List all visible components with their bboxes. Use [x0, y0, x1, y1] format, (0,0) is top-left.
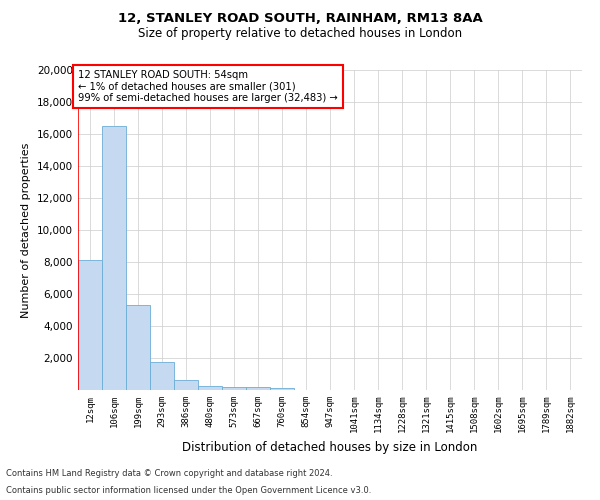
- Bar: [246, 388, 270, 390]
- Text: Contains HM Land Registry data © Crown copyright and database right 2024.: Contains HM Land Registry data © Crown c…: [6, 468, 332, 477]
- Bar: [198, 386, 222, 390]
- Bar: [270, 388, 294, 390]
- Bar: [174, 380, 198, 390]
- Text: 12 STANLEY ROAD SOUTH: 54sqm
← 1% of detached houses are smaller (301)
99% of se: 12 STANLEY ROAD SOUTH: 54sqm ← 1% of det…: [78, 70, 338, 103]
- Y-axis label: Number of detached properties: Number of detached properties: [22, 142, 31, 318]
- Bar: [102, 126, 126, 390]
- Text: 12, STANLEY ROAD SOUTH, RAINHAM, RM13 8AA: 12, STANLEY ROAD SOUTH, RAINHAM, RM13 8A…: [118, 12, 482, 26]
- Bar: [222, 387, 246, 390]
- Bar: [126, 305, 150, 390]
- Text: Contains public sector information licensed under the Open Government Licence v3: Contains public sector information licen…: [6, 486, 371, 495]
- Bar: [150, 362, 174, 390]
- Text: Size of property relative to detached houses in London: Size of property relative to detached ho…: [138, 28, 462, 40]
- X-axis label: Distribution of detached houses by size in London: Distribution of detached houses by size …: [182, 441, 478, 454]
- Bar: [78, 260, 102, 390]
